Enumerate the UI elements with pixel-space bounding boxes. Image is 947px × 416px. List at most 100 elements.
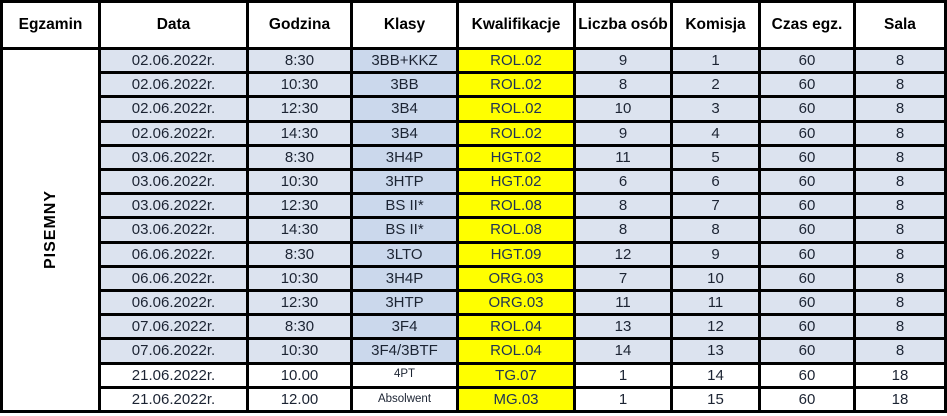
cell-sala: 8	[856, 340, 944, 362]
cell-godzina: 10:30	[249, 340, 350, 362]
column-header-czas-egz: Czas egz.	[761, 3, 853, 47]
cell-sala: 8	[856, 122, 944, 144]
cell-liczba-osob: 12	[576, 243, 670, 265]
cell-data: 03.06.2022r.	[101, 195, 246, 217]
cell-data: 03.06.2022r.	[101, 146, 246, 168]
cell-kwalifikacje: HGT.02	[459, 171, 573, 193]
cell-godzina: 8:30	[249, 50, 350, 72]
cell-sala: 8	[856, 74, 944, 96]
cell-liczba-osob: 14	[576, 340, 670, 362]
cell-czas-egz: 60	[761, 267, 853, 289]
cell-data: 07.06.2022r.	[101, 340, 246, 362]
cell-godzina: 12:30	[249, 195, 350, 217]
cell-godzina: 12.00	[249, 388, 350, 410]
cell-czas-egz: 60	[761, 292, 853, 314]
cell-kwalifikacje: ORG.03	[459, 292, 573, 314]
cell-liczba-osob: 1	[576, 364, 670, 386]
cell-komisja: 12	[673, 316, 758, 338]
cell-data: 06.06.2022r.	[101, 243, 246, 265]
cell-klasy: 3LTO	[353, 243, 456, 265]
cell-czas-egz: 60	[761, 98, 853, 120]
column-header-komisja: Komisja	[673, 3, 758, 47]
egzamin-section-cell: PISEMNY	[3, 50, 98, 410]
cell-kwalifikacje: ROL.02	[459, 74, 573, 96]
cell-czas-egz: 60	[761, 122, 853, 144]
column-header-liczba-osob: Liczba osób	[576, 3, 670, 47]
cell-komisja: 15	[673, 388, 758, 410]
cell-kwalifikacje: ROL.04	[459, 316, 573, 338]
cell-komisja: 1	[673, 50, 758, 72]
cell-data: 21.06.2022r.	[101, 388, 246, 410]
cell-liczba-osob: 11	[576, 146, 670, 168]
cell-godzina: 10:30	[249, 267, 350, 289]
cell-czas-egz: 60	[761, 50, 853, 72]
cell-komisja: 7	[673, 195, 758, 217]
cell-czas-egz: 60	[761, 146, 853, 168]
cell-godzina: 10.00	[249, 364, 350, 386]
cell-kwalifikacje: MG.03	[459, 388, 573, 410]
cell-liczba-osob: 8	[576, 195, 670, 217]
cell-komisja: 11	[673, 292, 758, 314]
cell-liczba-osob: 11	[576, 292, 670, 314]
cell-sala: 18	[856, 388, 944, 410]
cell-czas-egz: 60	[761, 219, 853, 241]
cell-kwalifikacje: ROL.02	[459, 122, 573, 144]
column-header-data: Data	[101, 3, 246, 47]
cell-klasy: 3HTP	[353, 292, 456, 314]
cell-data: 02.06.2022r.	[101, 74, 246, 96]
cell-sala: 8	[856, 171, 944, 193]
cell-kwalifikacje: ROL.02	[459, 50, 573, 72]
cell-liczba-osob: 9	[576, 50, 670, 72]
cell-sala: 8	[856, 146, 944, 168]
cell-data: 03.06.2022r.	[101, 171, 246, 193]
cell-komisja: 6	[673, 171, 758, 193]
cell-sala: 8	[856, 195, 944, 217]
cell-godzina: 14:30	[249, 219, 350, 241]
cell-komisja: 8	[673, 219, 758, 241]
cell-komisja: 5	[673, 146, 758, 168]
cell-czas-egz: 60	[761, 74, 853, 96]
cell-godzina: 8:30	[249, 316, 350, 338]
cell-czas-egz: 60	[761, 316, 853, 338]
cell-liczba-osob: 13	[576, 316, 670, 338]
cell-godzina: 14:30	[249, 122, 350, 144]
cell-sala: 8	[856, 243, 944, 265]
cell-data: 07.06.2022r.	[101, 316, 246, 338]
cell-godzina: 8:30	[249, 146, 350, 168]
cell-klasy: 3B4	[353, 98, 456, 120]
cell-klasy: 3H4P	[353, 146, 456, 168]
cell-klasy: 3F4	[353, 316, 456, 338]
cell-klasy: 3F4/3BTF	[353, 340, 456, 362]
column-header-godzina: Godzina	[249, 3, 350, 47]
cell-klasy: 3B4	[353, 122, 456, 144]
cell-sala: 8	[856, 316, 944, 338]
cell-godzina: 10:30	[249, 74, 350, 96]
cell-komisja: 14	[673, 364, 758, 386]
cell-komisja: 9	[673, 243, 758, 265]
cell-sala: 8	[856, 98, 944, 120]
cell-sala: 18	[856, 364, 944, 386]
cell-kwalifikacje: ROL.04	[459, 340, 573, 362]
cell-data: 03.06.2022r.	[101, 219, 246, 241]
cell-klasy: 3BB+KKZ	[353, 50, 456, 72]
cell-kwalifikacje: ROL.08	[459, 195, 573, 217]
cell-sala: 8	[856, 50, 944, 72]
cell-sala: 8	[856, 292, 944, 314]
cell-kwalifikacje: TG.07	[459, 364, 573, 386]
cell-czas-egz: 60	[761, 364, 853, 386]
cell-kwalifikacje: ROL.08	[459, 219, 573, 241]
cell-komisja: 4	[673, 122, 758, 144]
cell-godzina: 8:30	[249, 243, 350, 265]
egzamin-section-label: PISEMNY	[41, 190, 59, 270]
cell-klasy: 3BB	[353, 74, 456, 96]
cell-czas-egz: 60	[761, 340, 853, 362]
cell-sala: 8	[856, 219, 944, 241]
cell-klasy: BS II*	[353, 219, 456, 241]
cell-czas-egz: 60	[761, 171, 853, 193]
cell-komisja: 2	[673, 74, 758, 96]
table-bottom-margin	[0, 413, 947, 416]
cell-liczba-osob: 10	[576, 98, 670, 120]
cell-klasy: 3HTP	[353, 171, 456, 193]
